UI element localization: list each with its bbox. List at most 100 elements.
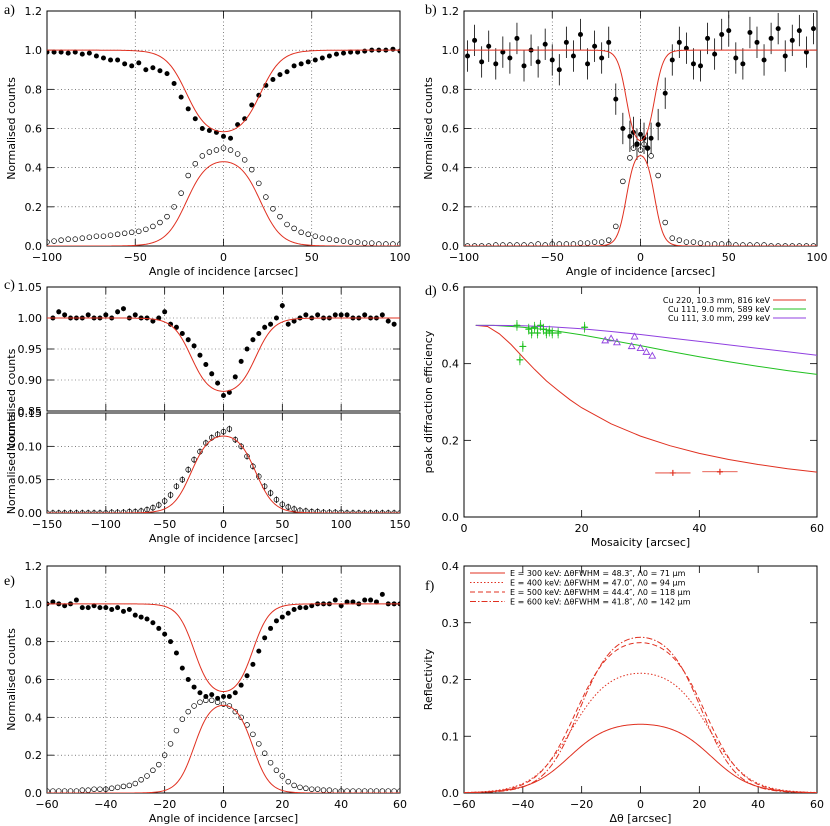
data-point — [173, 727, 180, 734]
data-point — [284, 69, 290, 75]
data-point — [613, 223, 619, 230]
data-point — [712, 51, 718, 57]
data-point — [612, 338, 621, 346]
data-point — [150, 318, 156, 324]
data-point — [58, 49, 64, 55]
data-layer — [47, 46, 400, 246]
data-point — [534, 330, 541, 336]
data-point — [173, 483, 180, 490]
x-axis-label: Δθ [arcsec] — [610, 812, 672, 825]
data-point — [108, 57, 114, 63]
data-point — [192, 116, 198, 122]
data-point — [285, 778, 291, 785]
data-point — [361, 240, 368, 246]
data-point — [514, 242, 520, 246]
data-point — [528, 242, 534, 246]
y-tick-label: 1.05 — [18, 281, 43, 294]
data-point — [85, 605, 91, 611]
data-point — [354, 239, 361, 245]
panel-label: d) — [425, 284, 437, 299]
data-point — [208, 697, 215, 704]
data-point — [273, 618, 279, 624]
x-tick-label: −60 — [35, 798, 58, 811]
data-point — [86, 234, 93, 240]
data-point — [303, 605, 309, 611]
data-point — [150, 65, 156, 71]
panel-c-top: 0.85 0.90 0.95 1.00 1.05 Normalised counts c) — [4, 278, 401, 451]
data-point — [91, 510, 97, 513]
data-point — [493, 61, 499, 67]
data-point — [73, 597, 79, 603]
y-tick-label: 0.1 — [442, 730, 460, 743]
y-axis-label: peak diffraction efficiency — [422, 330, 435, 473]
data-point — [397, 241, 400, 246]
data-point — [312, 233, 319, 239]
series-line — [47, 704, 400, 793]
data-point — [185, 106, 191, 112]
data-point — [128, 229, 135, 236]
data-point — [220, 145, 227, 151]
data-point — [464, 243, 471, 246]
data-point — [315, 312, 321, 318]
data-point — [297, 784, 303, 791]
data-point — [726, 28, 732, 34]
data-point — [191, 703, 197, 709]
data-point — [733, 55, 739, 61]
data-point — [803, 243, 810, 246]
data-point — [120, 306, 126, 312]
data-point — [168, 639, 174, 645]
legend-label: E = 400 keV: ΔθFWHM = 47.0″, Λ0 = 94 μm — [510, 579, 686, 588]
data-point — [203, 362, 209, 367]
data-point — [634, 141, 640, 147]
data-point — [379, 312, 385, 318]
data-point — [167, 492, 174, 498]
x-tick-label: 0 — [220, 251, 227, 264]
data-point — [521, 242, 527, 246]
data-point — [627, 341, 636, 350]
data-point — [209, 692, 215, 698]
data-point — [185, 172, 191, 179]
data-point — [79, 787, 86, 793]
data-point — [115, 57, 121, 63]
data-point — [91, 603, 97, 609]
data-point — [107, 232, 114, 238]
y-tick-label: 0.0 — [25, 787, 43, 800]
y-tick-label: 0.6 — [25, 123, 43, 136]
data-point — [156, 502, 162, 508]
data-point — [683, 45, 689, 51]
data-point — [85, 787, 91, 793]
data-point — [570, 241, 577, 246]
data-point — [556, 67, 562, 73]
data-point — [379, 591, 385, 597]
y-axis-label: Normalised counts — [422, 77, 435, 180]
data-point — [206, 149, 213, 155]
data-point — [297, 315, 303, 321]
x-tick-label: 100 — [331, 518, 352, 531]
x-axis-label: Angle of incidence [arcsec] — [149, 532, 298, 545]
y-tick-label: 1.0 — [25, 598, 43, 611]
data-point — [227, 147, 234, 153]
data-point — [319, 55, 325, 61]
data-point — [136, 228, 142, 235]
data-point — [162, 309, 168, 315]
data-point — [72, 236, 78, 242]
y-tick-label: 0.0 — [442, 787, 460, 800]
data-point — [156, 761, 162, 768]
data-point — [50, 788, 56, 793]
data-point — [584, 240, 591, 246]
data-point — [250, 661, 256, 667]
data-point — [391, 510, 397, 513]
data-point — [528, 330, 535, 336]
panel-b: −100 −50 0 50 100 0.0 0.2 0.4 0.6 0.8 1.0 1.2 Angle … — [422, 3, 828, 278]
data-point — [391, 321, 397, 327]
panel-a: −100 −50 0 50 100 0.0 0.2 0.4 0.6 0.8 1.0 1.2 Angle … — [4, 3, 411, 278]
x-tick-label: 60 — [810, 798, 824, 811]
data-point — [56, 309, 62, 315]
data-point — [91, 786, 97, 792]
data-point — [669, 57, 675, 63]
data-point — [356, 788, 362, 793]
data-point — [298, 61, 304, 67]
data-point — [362, 597, 368, 603]
data-point — [178, 94, 184, 100]
data-point — [627, 133, 633, 139]
